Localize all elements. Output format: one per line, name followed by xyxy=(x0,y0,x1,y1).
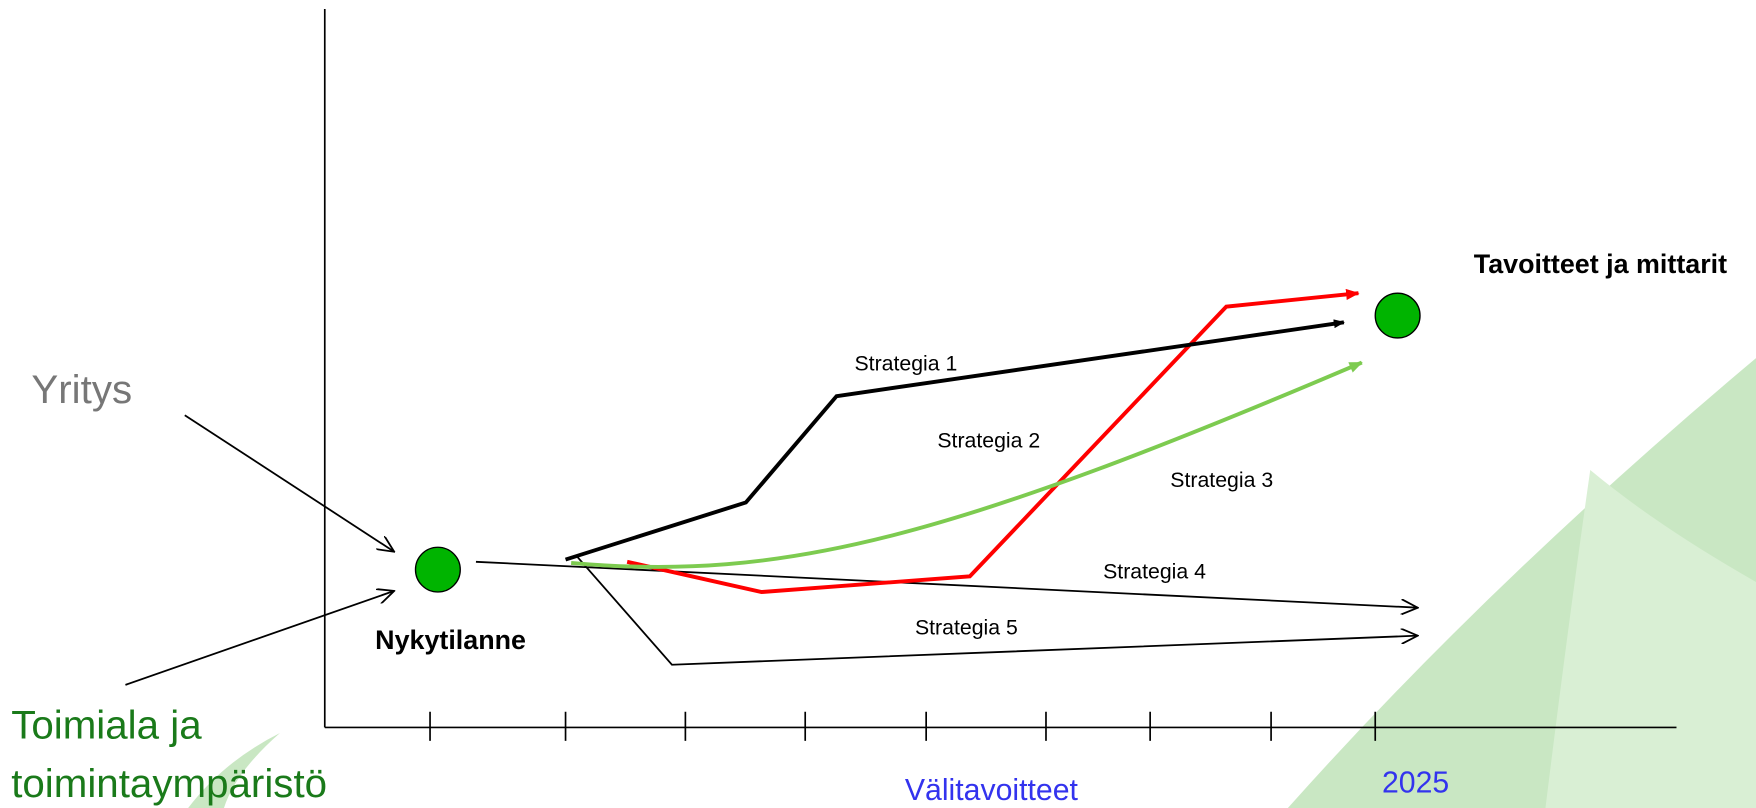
strategy-1-path xyxy=(564,319,1345,562)
strategy-label: Strategia 5 xyxy=(915,616,1018,640)
strategy-4-path xyxy=(475,560,1418,608)
start-label: Nykytilanne xyxy=(375,625,526,655)
strategy-2-path xyxy=(626,288,1360,594)
goal-label: Tavoitteet ja mittarit xyxy=(1474,249,1727,279)
strategy-label: Strategia 3 xyxy=(1170,468,1273,492)
arrow xyxy=(184,414,394,552)
industry-label: Toimiala ja xyxy=(11,703,202,748)
strategy-label: Strategia 4 xyxy=(1103,560,1206,584)
milestones-label: Välitavoitteet xyxy=(905,774,1079,807)
goal-node xyxy=(1374,292,1421,339)
strategy-label: Strategia 1 xyxy=(854,351,957,375)
strategy-label: Strategia 2 xyxy=(937,429,1040,453)
strategy-5-path xyxy=(576,555,1418,666)
strategy-3-path xyxy=(570,360,1363,569)
start-node xyxy=(414,546,461,593)
background-swoosh xyxy=(1545,470,1756,808)
company-label: Yritys xyxy=(31,367,132,412)
industry-label: toimintaympäristö xyxy=(11,761,327,806)
background-swoosh xyxy=(188,733,280,808)
arrow xyxy=(125,591,394,686)
year-label: 2025 xyxy=(1382,766,1449,799)
x-ticks xyxy=(429,711,1377,741)
